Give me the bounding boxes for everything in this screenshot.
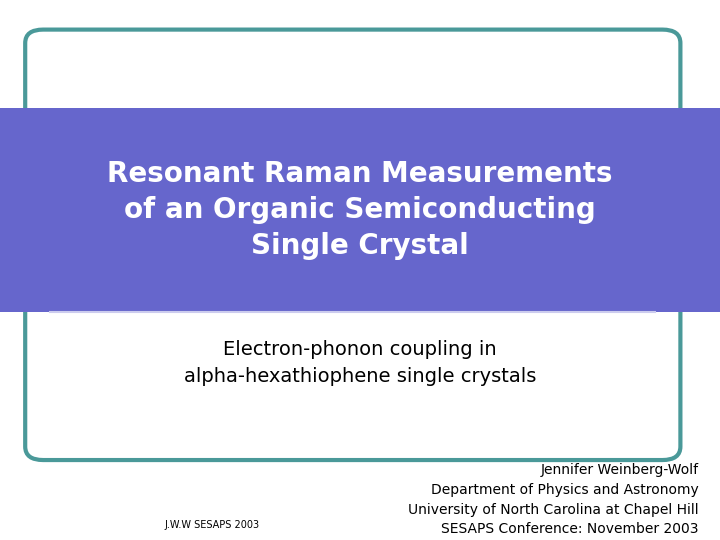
FancyBboxPatch shape [25, 30, 680, 460]
Text: Resonant Raman Measurements
of an Organic Semiconducting
Single Crystal: Resonant Raman Measurements of an Organi… [107, 160, 613, 260]
Text: Department of Physics and Astronomy: Department of Physics and Astronomy [431, 483, 698, 497]
Text: SESAPS Conference: November 2003: SESAPS Conference: November 2003 [441, 523, 698, 536]
Text: J.W.W SESAPS 2003: J.W.W SESAPS 2003 [164, 520, 259, 530]
Text: Jennifer Weinberg-Wolf: Jennifer Weinberg-Wolf [540, 463, 698, 477]
Text: University of North Carolina at Chapel Hill: University of North Carolina at Chapel H… [408, 503, 698, 517]
Text: Electron-phonon coupling in
alpha-hexathiophene single crystals: Electron-phonon coupling in alpha-hexath… [184, 340, 536, 386]
Bar [0, 107, 720, 312]
